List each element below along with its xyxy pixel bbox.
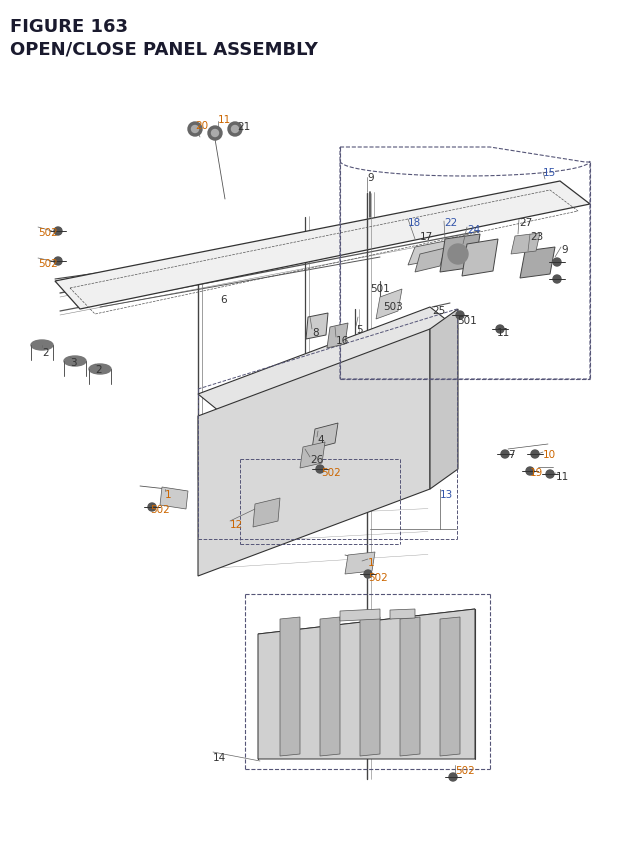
Polygon shape bbox=[253, 499, 280, 528]
Polygon shape bbox=[390, 610, 415, 619]
Circle shape bbox=[531, 450, 539, 458]
Polygon shape bbox=[415, 249, 445, 273]
Circle shape bbox=[546, 470, 554, 479]
Text: 502: 502 bbox=[38, 258, 58, 269]
Text: 503: 503 bbox=[383, 301, 403, 312]
Polygon shape bbox=[55, 182, 590, 310]
Text: 12: 12 bbox=[230, 519, 243, 530]
Polygon shape bbox=[258, 610, 475, 635]
Text: 14: 14 bbox=[213, 753, 227, 762]
Text: 1: 1 bbox=[368, 557, 374, 567]
Text: 13: 13 bbox=[440, 489, 453, 499]
Text: 3: 3 bbox=[70, 357, 77, 368]
Text: 26: 26 bbox=[310, 455, 323, 464]
Text: 502: 502 bbox=[321, 468, 340, 478]
Text: 1: 1 bbox=[165, 489, 172, 499]
Text: 25: 25 bbox=[432, 306, 445, 316]
Text: 23: 23 bbox=[530, 232, 543, 242]
Polygon shape bbox=[345, 553, 375, 574]
Circle shape bbox=[54, 257, 62, 266]
Circle shape bbox=[208, 127, 222, 141]
Text: 16: 16 bbox=[336, 336, 349, 345]
Polygon shape bbox=[511, 233, 540, 255]
Ellipse shape bbox=[89, 364, 111, 375]
Circle shape bbox=[496, 325, 504, 333]
Polygon shape bbox=[440, 235, 480, 273]
Polygon shape bbox=[280, 617, 300, 756]
Text: 20: 20 bbox=[195, 121, 208, 131]
Text: 19: 19 bbox=[530, 468, 543, 478]
Polygon shape bbox=[360, 617, 380, 756]
Polygon shape bbox=[160, 487, 188, 510]
Text: 11: 11 bbox=[556, 472, 569, 481]
Text: 18: 18 bbox=[408, 218, 421, 228]
Text: 8: 8 bbox=[312, 328, 319, 338]
Circle shape bbox=[54, 228, 62, 236]
Circle shape bbox=[448, 245, 468, 264]
Text: 5: 5 bbox=[356, 325, 363, 335]
Text: 10: 10 bbox=[543, 449, 556, 460]
Circle shape bbox=[553, 258, 561, 267]
Text: 21: 21 bbox=[237, 122, 250, 132]
Circle shape bbox=[232, 127, 239, 133]
Text: 502: 502 bbox=[455, 765, 475, 775]
Polygon shape bbox=[408, 239, 455, 266]
Circle shape bbox=[364, 570, 372, 579]
Polygon shape bbox=[462, 239, 498, 276]
Circle shape bbox=[456, 312, 464, 319]
Text: 6: 6 bbox=[220, 294, 227, 305]
Ellipse shape bbox=[31, 341, 53, 350]
Polygon shape bbox=[327, 324, 348, 349]
Text: FIGURE 163: FIGURE 163 bbox=[10, 18, 128, 36]
Polygon shape bbox=[430, 310, 458, 489]
Polygon shape bbox=[198, 330, 430, 576]
Polygon shape bbox=[306, 313, 328, 339]
Text: 9: 9 bbox=[367, 173, 374, 183]
Ellipse shape bbox=[64, 356, 86, 367]
Circle shape bbox=[148, 504, 156, 511]
Text: 15: 15 bbox=[543, 168, 556, 177]
Polygon shape bbox=[440, 617, 460, 756]
Polygon shape bbox=[376, 289, 402, 319]
Text: 4: 4 bbox=[317, 435, 324, 444]
Circle shape bbox=[501, 450, 509, 458]
Polygon shape bbox=[198, 307, 458, 417]
Circle shape bbox=[553, 276, 561, 283]
Text: 27: 27 bbox=[519, 218, 532, 228]
Polygon shape bbox=[340, 610, 380, 622]
Text: 502: 502 bbox=[368, 573, 388, 582]
Text: 11: 11 bbox=[497, 328, 510, 338]
Polygon shape bbox=[312, 424, 338, 449]
Polygon shape bbox=[258, 610, 475, 759]
Polygon shape bbox=[300, 443, 325, 468]
Text: 9: 9 bbox=[561, 245, 568, 255]
Text: 501: 501 bbox=[370, 283, 390, 294]
Text: 502: 502 bbox=[150, 505, 170, 514]
Circle shape bbox=[316, 466, 324, 474]
Circle shape bbox=[228, 123, 242, 137]
Text: OPEN/CLOSE PANEL ASSEMBLY: OPEN/CLOSE PANEL ASSEMBLY bbox=[10, 40, 318, 58]
Text: 2: 2 bbox=[42, 348, 49, 357]
Circle shape bbox=[188, 123, 202, 137]
Polygon shape bbox=[400, 617, 420, 756]
Text: 7: 7 bbox=[508, 449, 515, 460]
Circle shape bbox=[191, 127, 198, 133]
Text: 24: 24 bbox=[467, 225, 480, 235]
Text: 501: 501 bbox=[457, 316, 477, 325]
Circle shape bbox=[449, 773, 457, 781]
Text: 17: 17 bbox=[420, 232, 433, 242]
Text: 11: 11 bbox=[218, 115, 231, 125]
Polygon shape bbox=[320, 617, 340, 756]
Circle shape bbox=[526, 468, 534, 475]
Text: 2: 2 bbox=[95, 364, 102, 375]
Polygon shape bbox=[520, 248, 555, 279]
Circle shape bbox=[211, 130, 218, 138]
Text: 502: 502 bbox=[38, 228, 58, 238]
Text: 22: 22 bbox=[444, 218, 457, 228]
